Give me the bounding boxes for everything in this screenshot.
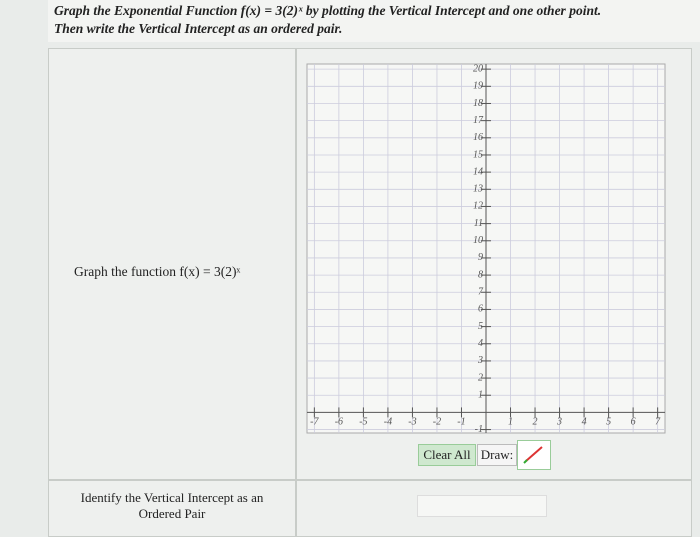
y-tick-label: 5	[478, 321, 483, 332]
y-tick-label: 19	[473, 81, 483, 92]
x-tick-label: 7	[655, 417, 661, 428]
x-tick-label: -6	[335, 417, 343, 428]
y-tick-label: 13	[473, 184, 483, 195]
y-tick-label: 8	[478, 269, 483, 280]
y-tick-label: 11	[474, 218, 483, 229]
y-tick-label: -1	[475, 424, 483, 435]
x-tick-label: -2	[433, 417, 441, 428]
y-tick-label: 10	[473, 235, 483, 246]
x-tick-label: -3	[408, 417, 416, 428]
y-tick-label: 1	[478, 390, 483, 401]
answer-label-cell: Identify the Vertical Intercept as an Or…	[48, 480, 296, 537]
pencil-tool[interactable]	[517, 440, 551, 470]
answer-cell	[296, 480, 692, 537]
answer-label-line: Identify the Vertical Intercept as an	[80, 490, 264, 505]
x-tick-label: 6	[631, 417, 636, 428]
y-tick-label: 18	[473, 98, 483, 109]
header-line: Then write the Vertical Intercept as an …	[54, 21, 343, 36]
draw-label: Draw:	[477, 444, 517, 466]
x-tick-label: -4	[384, 417, 392, 428]
x-tick-label: 3	[556, 417, 562, 428]
y-tick-label: 12	[473, 201, 483, 212]
answer-label-line: Ordered Pair	[138, 506, 206, 521]
x-tick-label: 4	[582, 417, 587, 428]
y-tick-label: 6	[478, 304, 483, 315]
y-tick-label: 15	[473, 149, 483, 160]
header: Graph the Exponential Function f(x) = 3(…	[48, 0, 700, 42]
graph: -7 -6 -5 -4 -3 -2 -1 1 2 3 4 5 6 7-112345678910111213…	[306, 63, 666, 435]
answer-input[interactable]	[417, 495, 547, 517]
y-tick-label: 7	[478, 287, 484, 298]
header-line: Graph the Exponential Function f(x) = 3(…	[54, 3, 602, 18]
x-tick-label: -7	[310, 417, 319, 428]
y-tick-label: 16	[473, 132, 483, 143]
x-tick-label: -5	[359, 417, 367, 428]
prompt: Graph the function f(x) = 3(2)ˣ	[74, 264, 241, 279]
x-tick-label: 2	[533, 417, 538, 428]
y-tick-label: 14	[473, 166, 483, 177]
pencil-icon	[523, 446, 543, 464]
y-tick-label: 9	[478, 252, 483, 263]
clear-button[interactable]: Clear All	[418, 444, 476, 466]
graph-cell: -7 -6 -5 -4 -3 -2 -1 1 2 3 4 5 6 7 -1 1 2 3 4 5 6 7 8 9 10 11 12 13…	[296, 48, 692, 480]
y-tick-label: 17	[473, 115, 484, 126]
y-tick-label: 4	[478, 338, 483, 349]
y-tick-label: 3	[477, 355, 483, 366]
answer-label: Identify the Vertical Intercept as an Or…	[49, 490, 295, 522]
x-tick-label: -1	[457, 417, 465, 428]
x-tick-label: 5	[606, 417, 611, 428]
x-tick-label: 1	[508, 417, 513, 428]
y-tick-label: 20	[473, 63, 483, 74]
y-tick-label: 2	[478, 372, 483, 383]
prompt-cell: Graph the function f(x) = 3(2)ˣ	[48, 48, 296, 480]
